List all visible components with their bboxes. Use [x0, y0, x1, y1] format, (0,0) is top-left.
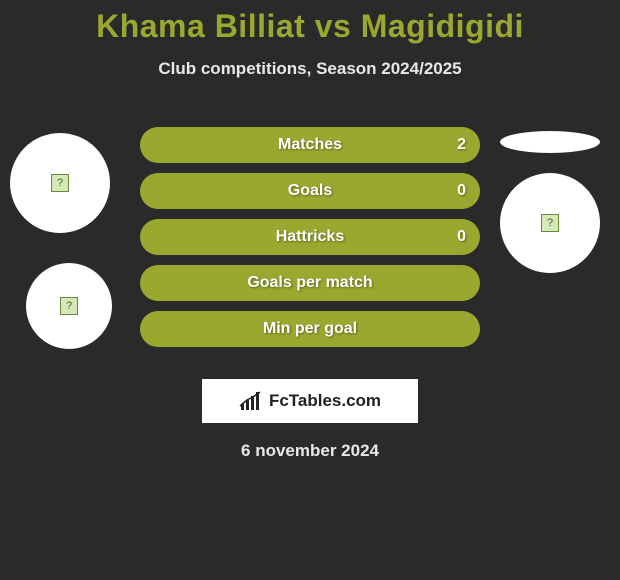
player-left-avatar-2: ? — [26, 263, 112, 349]
page-title: Khama Billiat vs Magidigidi — [0, 8, 620, 45]
stat-row: Matches 2 — [140, 127, 480, 163]
image-placeholder-icon: ? — [60, 297, 78, 315]
logo-box: FcTables.com — [202, 379, 418, 423]
stat-row: Hattricks 0 — [140, 219, 480, 255]
player-left-avatar-1: ? — [10, 133, 110, 233]
decor-ellipse-right — [500, 131, 600, 153]
player-right-avatar: ? — [500, 173, 600, 273]
stat-row: Min per goal — [140, 311, 480, 347]
image-placeholder-icon: ? — [541, 214, 559, 232]
logo-text: FcTables.com — [269, 391, 381, 411]
stat-label: Goals per match — [247, 274, 372, 292]
stat-value: 0 — [457, 228, 466, 246]
subtitle: Club competitions, Season 2024/2025 — [0, 59, 620, 79]
date-label: 6 november 2024 — [0, 441, 620, 461]
stat-row: Goals 0 — [140, 173, 480, 209]
stat-label: Matches — [278, 136, 342, 154]
stat-value: 0 — [457, 182, 466, 200]
stat-label: Min per goal — [263, 320, 357, 338]
stat-row: Goals per match — [140, 265, 480, 301]
fctables-logo-icon — [239, 390, 265, 412]
stat-label: Goals — [288, 182, 332, 200]
infographic-container: Khama Billiat vs Magidigidi Club competi… — [0, 0, 620, 461]
stats-area: ? ? ? Matches 2 Goals 0 Hattricks 0 Goal… — [0, 127, 620, 367]
stat-rows: Matches 2 Goals 0 Hattricks 0 Goals per … — [140, 127, 480, 357]
image-placeholder-icon: ? — [51, 174, 69, 192]
stat-value: 2 — [457, 136, 466, 154]
stat-label: Hattricks — [276, 228, 344, 246]
